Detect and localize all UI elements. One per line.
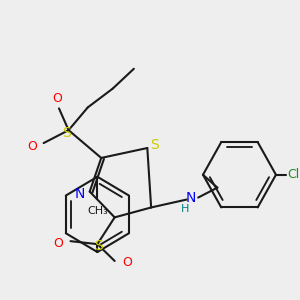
Text: S: S	[94, 239, 103, 253]
Text: O: O	[53, 237, 63, 250]
Text: O: O	[27, 140, 37, 152]
Text: Cl: Cl	[287, 168, 299, 181]
Text: S: S	[150, 138, 158, 152]
Text: S: S	[62, 126, 71, 140]
Text: CH₃: CH₃	[87, 206, 108, 216]
Text: O: O	[122, 256, 132, 269]
Text: N: N	[185, 190, 196, 205]
Text: H: H	[181, 204, 189, 214]
Text: O: O	[52, 92, 62, 105]
Text: N: N	[75, 187, 85, 201]
